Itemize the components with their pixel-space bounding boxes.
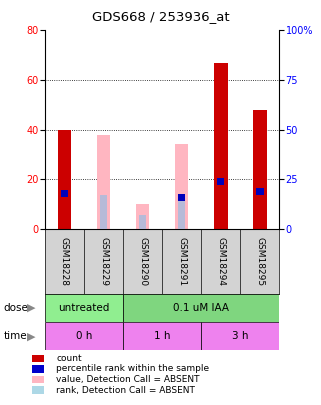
Bar bbox=[123, 322, 201, 350]
Bar bbox=[217, 178, 224, 185]
Bar bbox=[175, 145, 188, 229]
Bar bbox=[253, 110, 266, 229]
Text: ▶: ▶ bbox=[27, 331, 36, 341]
Text: dose: dose bbox=[3, 303, 28, 313]
Bar bbox=[201, 322, 279, 350]
Text: GSM18229: GSM18229 bbox=[99, 237, 108, 286]
Text: time: time bbox=[3, 331, 27, 341]
Bar bbox=[123, 294, 279, 322]
Text: ▶: ▶ bbox=[27, 303, 36, 313]
Text: GSM18294: GSM18294 bbox=[216, 237, 225, 286]
Bar bbox=[256, 188, 264, 194]
Text: count: count bbox=[56, 354, 82, 363]
Bar bbox=[178, 194, 186, 200]
Text: GSM18228: GSM18228 bbox=[60, 237, 69, 286]
Bar bbox=[97, 134, 110, 229]
Text: untreated: untreated bbox=[58, 303, 110, 313]
Bar bbox=[58, 130, 71, 229]
Text: 0.1 uM IAA: 0.1 uM IAA bbox=[173, 303, 229, 313]
Text: rank, Detection Call = ABSENT: rank, Detection Call = ABSENT bbox=[56, 386, 195, 394]
Text: GDS668 / 253936_at: GDS668 / 253936_at bbox=[92, 10, 229, 23]
Text: 0 h: 0 h bbox=[76, 331, 92, 341]
Text: GSM18290: GSM18290 bbox=[138, 237, 147, 286]
Text: percentile rank within the sample: percentile rank within the sample bbox=[56, 364, 209, 373]
Bar bbox=[214, 63, 228, 229]
Text: value, Detection Call = ABSENT: value, Detection Call = ABSENT bbox=[56, 375, 200, 384]
Text: 1 h: 1 h bbox=[154, 331, 170, 341]
Bar bbox=[45, 322, 123, 350]
Text: GSM18291: GSM18291 bbox=[177, 237, 186, 286]
Bar bbox=[61, 190, 68, 196]
Text: 3 h: 3 h bbox=[232, 331, 248, 341]
Bar bbox=[136, 204, 149, 229]
Text: GSM18295: GSM18295 bbox=[255, 237, 264, 286]
Bar bbox=[139, 215, 146, 229]
Bar bbox=[45, 294, 123, 322]
Bar bbox=[100, 195, 107, 229]
Bar bbox=[178, 197, 186, 229]
